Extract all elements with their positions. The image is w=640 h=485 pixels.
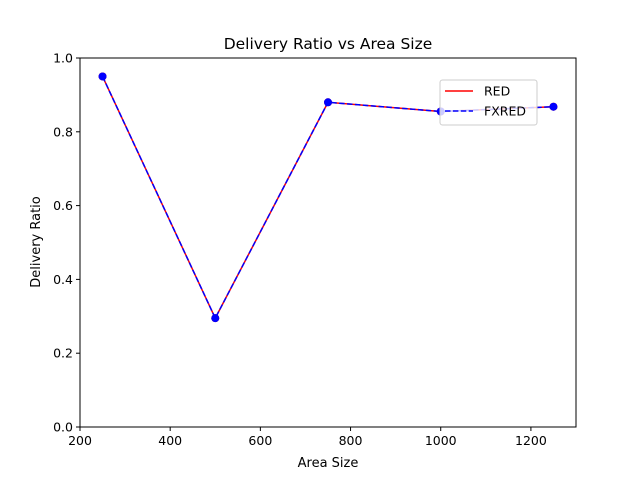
y-tick-label: 0.8: [53, 124, 73, 139]
x-tick-label: 800: [339, 433, 363, 448]
x-tick-label: 400: [158, 433, 182, 448]
x-tick-label: 1000: [425, 433, 457, 448]
y-axis-label: Delivery Ratio: [29, 196, 44, 288]
x-axis-label: Area Size: [298, 456, 359, 471]
legend-label-red: RED: [484, 84, 510, 99]
legend-label-fxred: FXRED: [484, 104, 526, 119]
legend: RED FXRED: [439, 79, 538, 126]
chart-title: Delivery Ratio vs Area Size: [224, 35, 433, 53]
x-tick-label: 1200: [515, 433, 547, 448]
ticks-layer: 200 400 600 800 1000 1200 0.0 0.2 0.4 0.6 0.8 1.0: [53, 51, 547, 449]
y-tick-label: 0.4: [53, 272, 73, 287]
data-point-fxred: [549, 102, 558, 111]
plot-frame: [79, 57, 577, 428]
data-point-fxred: [211, 314, 220, 323]
data-point-fxred: [324, 98, 332, 107]
data-point-fxred: [98, 72, 107, 81]
y-tick-label: 0.0: [53, 420, 73, 435]
x-tick-label: 200: [68, 433, 92, 448]
y-tick-label: 0.2: [53, 346, 73, 361]
x-tick-label: 600: [248, 433, 272, 448]
y-tick-label: 1.0: [53, 51, 73, 66]
y-tick-label: 0.6: [53, 198, 73, 213]
